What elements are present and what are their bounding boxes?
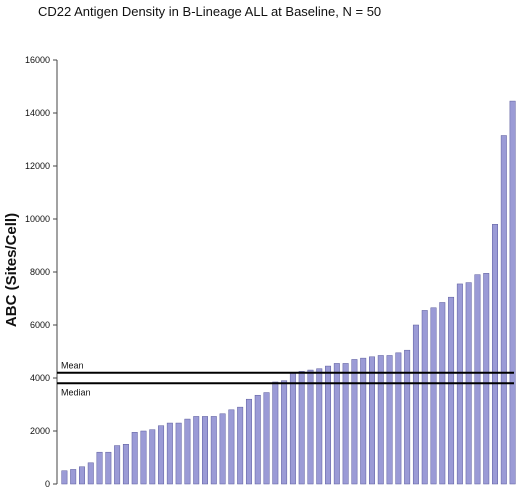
bar [245, 398, 252, 485]
bar [263, 392, 270, 485]
bar [404, 349, 411, 485]
bar [254, 394, 261, 485]
bar [509, 100, 516, 485]
bar [421, 310, 428, 485]
bar [448, 296, 455, 485]
reference-label-median: Median [61, 387, 91, 397]
y-tick-label: 6000 [30, 320, 50, 330]
bar [272, 381, 279, 485]
bar [325, 365, 332, 485]
bar [474, 274, 481, 485]
bar [492, 224, 498, 485]
plot-area: 0 2000 4000 6000 8000 10000 12000 14000 16000 Mea… [25, 55, 516, 489]
bar [202, 416, 208, 485]
bar [70, 469, 77, 485]
bar [386, 355, 393, 485]
bar [298, 371, 305, 485]
y-tick-label: 10000 [25, 214, 50, 224]
bar [307, 369, 314, 485]
bar [105, 451, 112, 485]
bar [412, 324, 419, 485]
bar [210, 416, 217, 485]
reference-label-mean: Mean [61, 361, 84, 371]
bar [316, 368, 323, 485]
y-tick-label: 2000 [30, 426, 50, 436]
bar [166, 422, 173, 485]
y-tick-label: 14000 [25, 108, 50, 118]
bar [377, 355, 384, 485]
bar [483, 273, 490, 485]
bar [219, 413, 226, 485]
bar [158, 425, 165, 485]
bar [289, 372, 296, 485]
chart-title: CD22 Antigen Density in B-Lineage ALL at… [38, 4, 381, 19]
bar [193, 416, 200, 485]
bar [351, 359, 358, 485]
bar [500, 135, 507, 485]
bar [342, 363, 349, 485]
bar [96, 451, 103, 485]
bar [228, 409, 235, 485]
y-axis-label: ABC (Sites/Cell) [3, 213, 20, 327]
y-tick-label: 12000 [25, 161, 50, 171]
bar [360, 357, 367, 485]
bar [114, 445, 121, 485]
bar [140, 430, 147, 485]
bar [184, 418, 191, 485]
bar [333, 363, 340, 485]
bar [430, 307, 437, 485]
bar [122, 444, 129, 485]
bar [237, 406, 244, 485]
bar [79, 466, 85, 485]
y-tick-label: 4000 [30, 373, 50, 383]
bar [87, 462, 94, 485]
bar [61, 470, 68, 485]
bar [131, 432, 138, 485]
bar [439, 302, 446, 485]
bar [149, 429, 156, 485]
y-tick-label: 8000 [30, 267, 50, 277]
y-tick-label: 16000 [25, 55, 50, 65]
bar [395, 352, 402, 485]
bar [175, 422, 182, 485]
y-tick-label: 0 [45, 479, 50, 489]
bar [281, 380, 288, 485]
bar [369, 356, 375, 485]
